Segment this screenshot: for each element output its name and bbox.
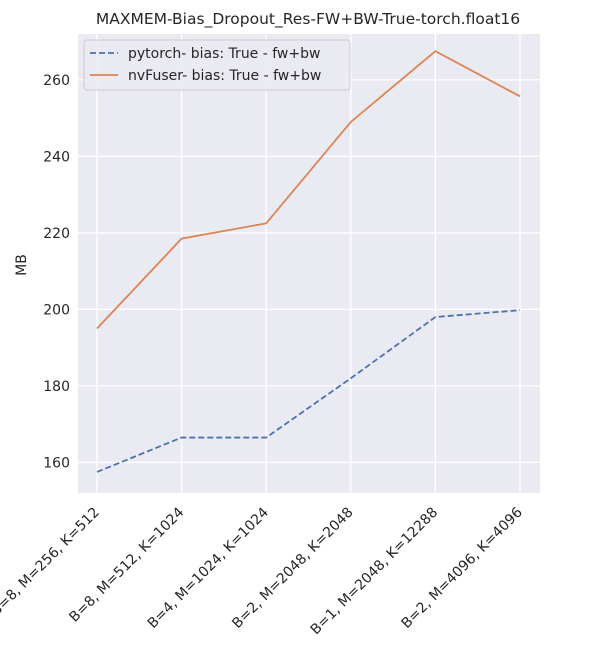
y-axis: 160 180 200 220 240 260 [43, 73, 70, 471]
legend-box [83, 39, 351, 91]
chart-title: MAXMEM-Bias_Dropout_Res-FW+BW-True-torch… [96, 10, 520, 29]
legend-label-1: pytorch- bias: True - fw+bw [128, 46, 320, 62]
series-line-2 [96, 50, 521, 330]
y-tick-label: 220 [43, 226, 70, 242]
y-axis-label: MB [14, 254, 30, 276]
y-tick-label: 160 [43, 455, 70, 471]
y-tick-label: 200 [43, 302, 70, 318]
series-line-1 [96, 309, 521, 473]
y-tick-label: 260 [43, 73, 70, 89]
legend-label-2: nvFuser- bias: True - fw+bw [128, 68, 321, 84]
y-tick-label: 180 [43, 379, 70, 395]
plot-area [78, 34, 540, 493]
series-layer [96, 50, 521, 473]
y-tick-label: 240 [43, 149, 70, 165]
legend: pytorch- bias: True - fw+bw nvFuser- bias… [83, 39, 351, 91]
